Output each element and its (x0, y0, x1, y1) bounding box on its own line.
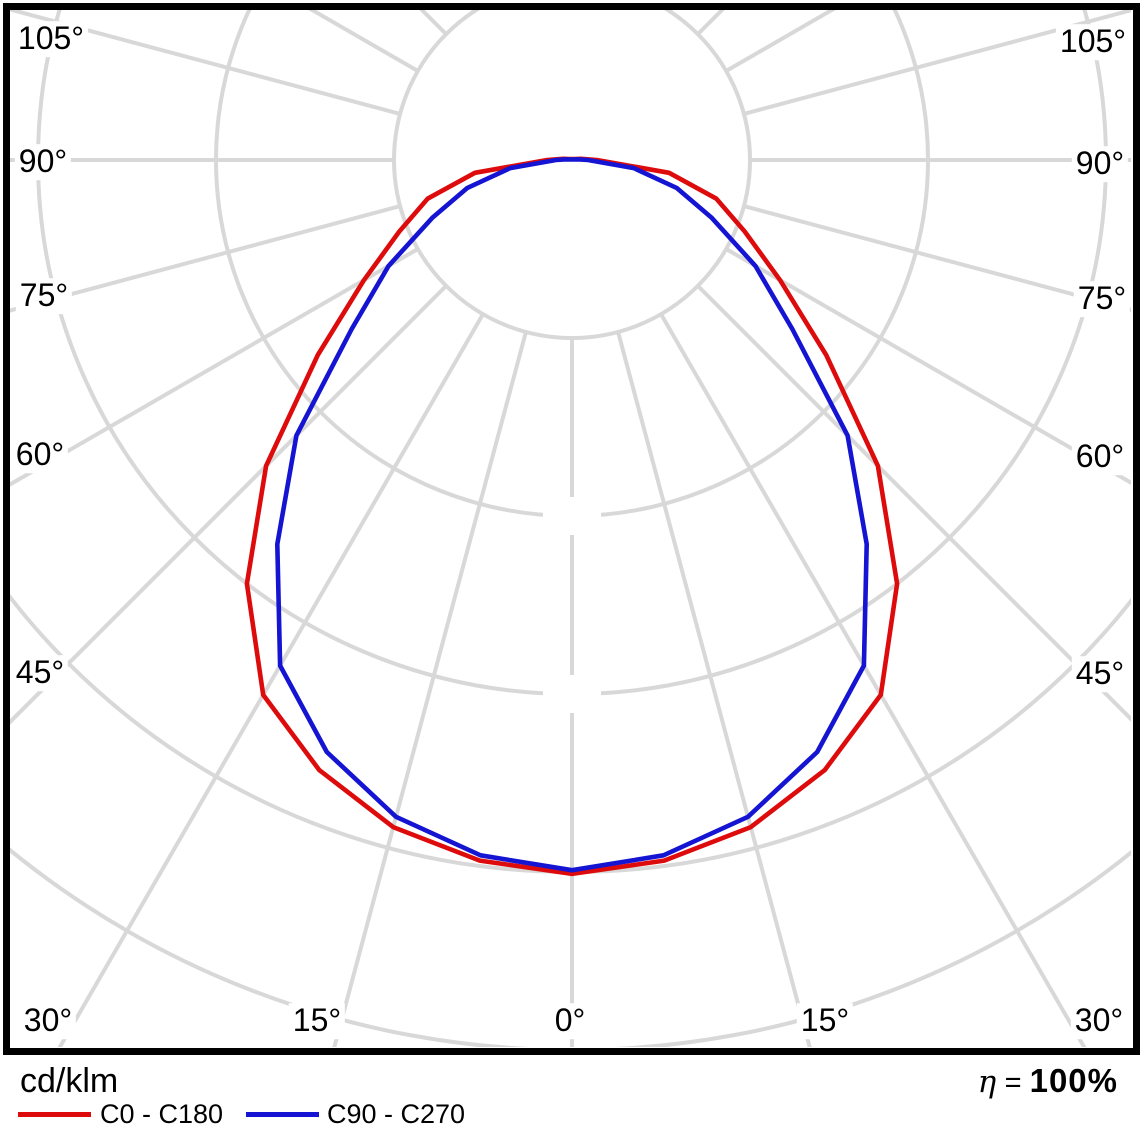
legend-label-c0-c180: C0 - C180 (100, 1099, 224, 1129)
angle-label: 30° (19, 1003, 77, 1039)
angle-label: 45° (1071, 656, 1129, 692)
angle-label: 90° (1071, 146, 1129, 182)
unit-label: cd/klm (20, 1062, 119, 1100)
angle-label: 90° (14, 144, 72, 180)
legend-swatch-c0-c180 (18, 1112, 91, 1117)
angle-label: 0° (550, 1003, 590, 1039)
legend-swatch-c90-c270 (246, 1112, 319, 1117)
angle-label: 60° (11, 437, 69, 473)
angle-label: 45° (11, 655, 69, 691)
angle-label: 105° (13, 21, 89, 57)
angle-label: 15° (796, 1003, 854, 1039)
angle-label: 75° (15, 278, 73, 314)
angle-label: 105° (1055, 24, 1131, 60)
ring-value-box (543, 675, 601, 713)
eta-value: 100% (1029, 1062, 1118, 1099)
eta-equals: = (1004, 1067, 1022, 1099)
eta-symbol: η (977, 1064, 997, 1100)
diagram-frame (3, 3, 1140, 1055)
curve-c0-c180 (244, 156, 900, 877)
angle-label: 60° (1071, 439, 1129, 475)
angle-label: 30° (1070, 1003, 1128, 1039)
ring-value-box (543, 497, 601, 535)
legend-label-c90-c270: C90 - C270 (327, 1099, 466, 1129)
angle-label: 15° (288, 1003, 346, 1039)
light-output-ratio: η = 100% (978, 1062, 1118, 1100)
curve-c90-c270 (275, 157, 869, 873)
angle-label: 75° (1073, 281, 1131, 317)
